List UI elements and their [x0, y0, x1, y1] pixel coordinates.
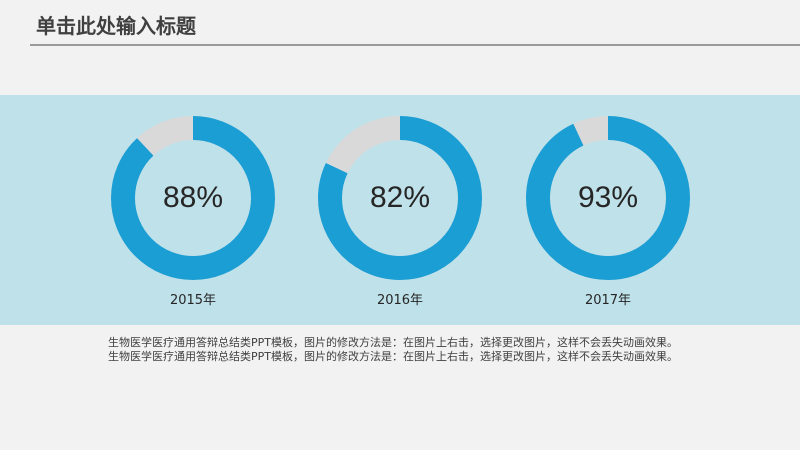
donut-value-arc-2016	[318, 116, 482, 280]
donut-ring-2016	[318, 116, 482, 280]
donut-value-arc-2017	[526, 116, 690, 280]
donut-year-label-2015: 2015年	[169, 293, 217, 308]
donut-value-label-2017: 93%	[577, 181, 639, 214]
donut-chart-2016[interactable]: 82% 2016年	[295, 95, 495, 325]
description-text[interactable]: 生物医学医疗通用答辩总结类PPT模板，图片的修改方法是：在图片上右击，选择更改图…	[108, 336, 708, 364]
donut-chart-band: 88% 2015年 82% 2016年 93% 2017年	[0, 95, 800, 325]
donut-value-label-2015: 88%	[162, 181, 224, 214]
donut-value-label-2016: 82%	[369, 181, 431, 214]
donut-year-label-2017: 2017年	[584, 293, 632, 308]
title-divider	[30, 44, 800, 46]
donut-value-arc-2015	[111, 116, 275, 280]
donut-ring-2015	[111, 116, 275, 280]
description-paragraph: 生物医学医疗通用答辩总结类PPT模板，图片的修改方法是：在图片上右击，选择更改图…	[108, 336, 678, 349]
donut-chart-2017[interactable]: 93% 2017年	[503, 95, 703, 325]
donut-year-label-2016: 2016年	[376, 293, 424, 308]
donut-chart-2015[interactable]: 88% 2015年	[88, 95, 288, 325]
slide-title[interactable]: 单击此处输入标题	[36, 14, 196, 38]
description-paragraph: 生物医学医疗通用答辩总结类PPT模板，图片的修改方法是：在图片上右击，选择更改图…	[108, 350, 678, 363]
donut-ring-2017	[526, 116, 690, 280]
